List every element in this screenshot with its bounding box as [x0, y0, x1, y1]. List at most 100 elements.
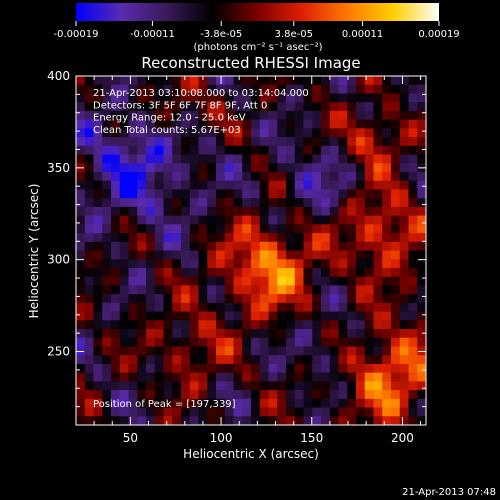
heatmap-cell	[373, 233, 383, 243]
heatmap-cell	[242, 189, 252, 199]
heatmap-cell	[233, 381, 243, 391]
heatmap-cell	[111, 215, 121, 225]
annotations: 21-Apr-2013 03:10:08.000 to 03:14:04.000…	[93, 88, 309, 136]
heatmap-cell	[303, 171, 313, 182]
heatmap-cell	[242, 416, 252, 425]
heatmap-cell	[277, 311, 287, 321]
heatmap-cell	[224, 76, 235, 86]
heatmap-cell	[251, 241, 261, 252]
heatmap-cell	[373, 259, 383, 269]
heatmap-cell	[111, 259, 121, 269]
heatmap-cell	[198, 346, 208, 356]
heatmap-cell	[111, 128, 121, 138]
heatmap-cell	[391, 84, 401, 95]
heatmap-cell	[329, 381, 340, 391]
heatmap-cell	[259, 145, 270, 156]
heatmap-cell	[189, 241, 200, 252]
heatmap-cell	[224, 224, 235, 234]
heatmap-cell	[76, 390, 86, 400]
heatmap-cell	[207, 137, 217, 147]
heatmap-cell	[189, 390, 200, 400]
heatmap-cell	[137, 294, 147, 304]
heatmap-cells	[76, 76, 426, 425]
heatmap-cell	[198, 302, 208, 313]
heatmap-cell	[251, 198, 261, 208]
heatmap-cell	[242, 154, 252, 164]
heatmap-cell	[373, 154, 383, 164]
heatmap-cell	[417, 215, 426, 225]
timestamp: 21-Apr-2013 07:48	[402, 487, 496, 498]
heatmap-cell	[321, 302, 331, 313]
heatmap-cell	[154, 337, 165, 348]
heatmap-cell	[137, 102, 147, 112]
heatmap-cell	[347, 320, 357, 330]
heatmap-cell	[163, 363, 173, 374]
x-tick-label: 50	[123, 431, 138, 445]
heatmap-cell	[154, 171, 165, 182]
heatmap-cell	[286, 76, 296, 86]
heatmap-cell	[373, 76, 383, 86]
heatmap-cell	[128, 285, 138, 295]
heatmap-cell	[119, 407, 130, 417]
heatmap-cell	[137, 93, 147, 103]
heatmap-cell	[382, 311, 392, 321]
heatmap-cell	[154, 119, 165, 129]
heatmap-cell	[146, 93, 156, 103]
heatmap-cell	[172, 241, 182, 252]
heatmap-cell	[373, 128, 383, 138]
heatmap-cell	[303, 241, 313, 252]
heatmap-cell	[347, 215, 357, 225]
heatmap-cell	[399, 285, 410, 295]
heatmap-cell	[172, 110, 182, 121]
heatmap-cell	[329, 416, 340, 425]
heatmap-cell	[294, 363, 305, 374]
heatmap-cell	[163, 224, 173, 234]
heatmap-cell	[268, 250, 278, 260]
heatmap-cell	[268, 355, 278, 365]
heatmap-cell	[242, 346, 252, 356]
heatmap-cell	[128, 241, 138, 252]
heatmap-cell	[128, 189, 138, 199]
heatmap-cell	[399, 119, 410, 129]
heatmap-cell	[408, 119, 418, 129]
heatmap-cell	[102, 171, 112, 182]
heatmap-cell	[277, 346, 287, 356]
heatmap-cell	[154, 224, 165, 234]
heatmap-cell	[146, 276, 156, 286]
heatmap-cell	[294, 311, 305, 321]
heatmap-cell	[181, 241, 191, 252]
heatmap-cell	[146, 390, 156, 400]
heatmap-cell	[329, 110, 340, 121]
heatmap-cell	[268, 294, 278, 304]
heatmap-cell	[382, 267, 392, 278]
heatmap-cell	[347, 390, 357, 400]
heatmap-cell	[303, 180, 313, 191]
heatmap-cell	[251, 189, 261, 199]
heatmap-cell	[399, 206, 410, 217]
heatmap-cell	[408, 294, 418, 304]
heatmap-cell	[286, 198, 296, 208]
heatmap-cell	[399, 93, 410, 103]
heatmap-cell	[373, 198, 383, 208]
heatmap-cell	[364, 189, 375, 199]
heatmap-cell	[242, 294, 252, 304]
heatmap-cell	[172, 215, 182, 225]
heatmap-cell	[399, 302, 410, 313]
heatmap-cell	[373, 171, 383, 182]
heatmap-cell	[373, 381, 383, 391]
heatmap-cell	[408, 128, 418, 138]
heatmap-cell	[399, 137, 410, 147]
heatmap-cell	[268, 372, 278, 382]
heatmap-cell	[102, 163, 112, 173]
heatmap-cell	[373, 302, 383, 313]
heatmap-cell	[84, 250, 95, 260]
heatmap-cell	[251, 233, 261, 243]
heatmap-cell	[268, 84, 278, 95]
heatmap-cell	[128, 198, 138, 208]
heatmap-cell	[286, 346, 296, 356]
heatmap-cell	[373, 250, 383, 260]
heatmap-cell	[294, 224, 305, 234]
heatmap-cell	[268, 337, 278, 348]
heatmap-cell	[76, 119, 86, 129]
heatmap-cell	[216, 84, 226, 95]
